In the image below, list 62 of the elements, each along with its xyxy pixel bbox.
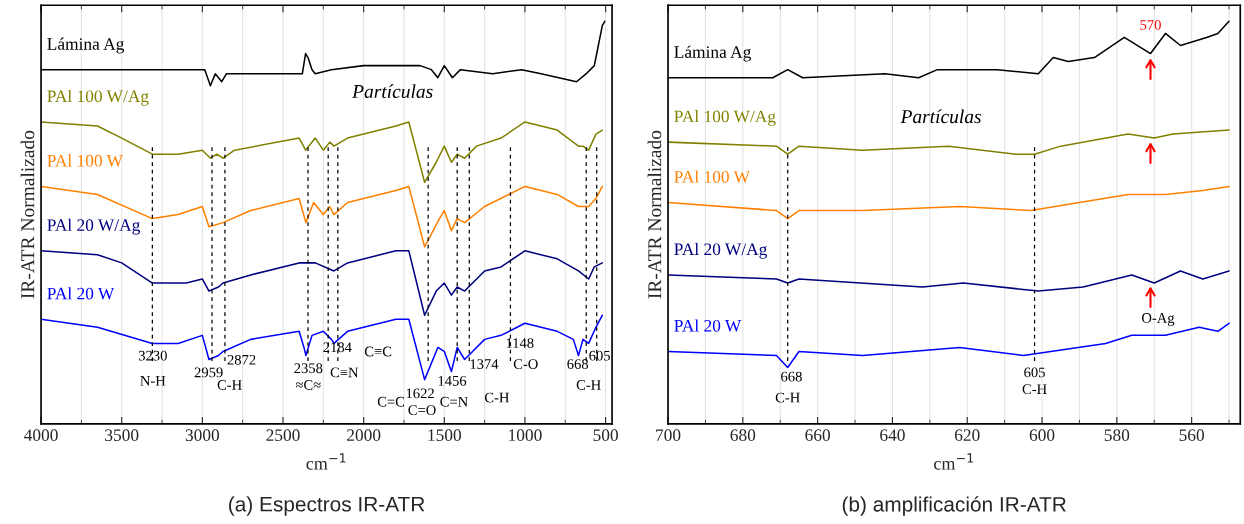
x-tick-label: 580 xyxy=(1104,429,1130,441)
annotation: 605 xyxy=(589,350,610,361)
annotation: C-H xyxy=(576,380,601,390)
series-label: PAl 20 W/Ag xyxy=(47,218,141,235)
series-label: PAl 20 W xyxy=(47,287,115,300)
x-tick-label: 2500 xyxy=(266,429,300,441)
annotation: 605 xyxy=(1024,367,1045,378)
annotation: 1374 xyxy=(470,359,499,369)
annotation: C≡N xyxy=(330,367,359,378)
x-tick-label: 560 xyxy=(1179,429,1205,441)
series-label: PAl 100 W/Ag xyxy=(47,89,149,106)
annotation: 2959 xyxy=(194,367,223,378)
y-axis-title: IR-ATR Normalizado xyxy=(647,130,662,299)
annotation: Partículas xyxy=(900,109,981,124)
annotation: 3230 xyxy=(138,350,167,361)
x-tick-label: 660 xyxy=(805,429,830,441)
x-tick-label: 4000 xyxy=(24,429,58,441)
annotation: 2358 xyxy=(294,363,323,374)
text: (b) amplificación IR-ATR xyxy=(842,496,1066,516)
series-label: PAl 100 W xyxy=(47,154,123,167)
annotation: 2184 xyxy=(323,342,352,353)
series-label: PAl 100 W/Ag xyxy=(674,110,776,126)
annotation: 2872 xyxy=(227,354,256,365)
x-tick-label: 500 xyxy=(593,429,618,441)
series-label: PAl 100 W xyxy=(674,170,750,183)
annotation: 1148 xyxy=(506,338,534,349)
annotation: C=O xyxy=(408,405,436,416)
series-label: PAl 20 W xyxy=(674,319,742,332)
annotation: C-O xyxy=(513,359,538,369)
x-tick-label: 640 xyxy=(880,429,905,441)
x-tick-label: 3000 xyxy=(185,429,220,441)
annotation: 1456 xyxy=(438,375,467,386)
annotation: C-H xyxy=(775,392,800,403)
annotation: 1622 xyxy=(406,388,434,399)
text: (a) Espectros IR-ATR xyxy=(229,496,425,516)
annotation: C≡C xyxy=(364,346,392,357)
x-tick-label: 2000 xyxy=(347,429,381,441)
x-tick-label: 600 xyxy=(1029,429,1055,441)
x-axis-title: cm$^{−1}$ xyxy=(306,453,346,470)
x-tick-label: 680 xyxy=(730,429,756,441)
series-label: Lámina Ag xyxy=(674,45,752,62)
annotation: O-Ag xyxy=(1141,313,1175,326)
x-tick-label: 1500 xyxy=(428,429,461,441)
series-label: PAl 20 W/Ag xyxy=(674,242,768,259)
x-axis-title: cm$^{−1}$ xyxy=(934,453,974,470)
annotation: ≈C≈ xyxy=(295,380,321,390)
x-tick-label: 1000 xyxy=(509,429,542,441)
x-tick-label: 620 xyxy=(954,429,980,441)
annotation: 668 xyxy=(567,359,589,369)
x-tick-label: 3500 xyxy=(105,429,139,441)
annotation: C-H xyxy=(1022,384,1047,395)
annotation: Partículas xyxy=(352,84,433,99)
annotation: C-H xyxy=(217,380,242,390)
y-axis-title: IR-ATR Normalizado xyxy=(20,130,35,299)
series-label: Lámina Ag xyxy=(47,37,125,54)
annotation: 570 xyxy=(1140,19,1161,30)
x-tick-label: 700 xyxy=(656,429,681,441)
annotation: N-H xyxy=(140,376,166,386)
annotation: C-H xyxy=(484,392,510,403)
annotation: C=N xyxy=(440,396,468,407)
annotation: 668 xyxy=(781,371,802,382)
annotation: C=C xyxy=(377,396,405,407)
